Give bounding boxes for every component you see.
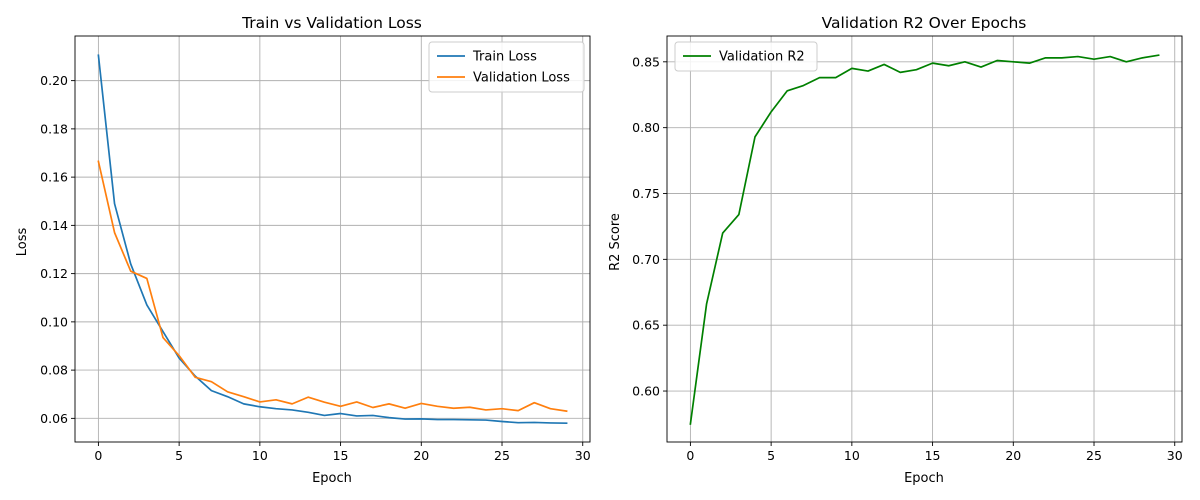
validation-r2-legend-label: Validation R2 <box>719 50 805 65</box>
loss-chart-ytick-label: 0.08 <box>40 363 68 378</box>
loss-chart: Train vs Validation Loss Epoch Loss 0 5 10… <box>15 14 591 486</box>
r2-chart-xtick-label: 0 <box>686 448 694 463</box>
loss-chart-xtick-label: 15 <box>333 448 349 463</box>
r2-chart-xlabel: Epoch <box>904 471 944 486</box>
r2-chart-xtick-label: 25 <box>1086 448 1102 463</box>
r2-chart-ytick-label: 0.70 <box>632 252 660 267</box>
loss-chart-ytick-label: 0.18 <box>40 121 68 136</box>
r2-chart-plot-area <box>666 35 1183 443</box>
loss-chart-legend: Train Loss Validation Loss <box>428 41 585 93</box>
r2-chart-ytick-label: 0.85 <box>632 54 660 69</box>
validation-loss-line <box>97 160 568 413</box>
loss-chart-ylabel: Loss <box>15 228 30 257</box>
loss-chart-title: Train vs Validation Loss <box>241 14 422 32</box>
loss-chart-ytick-label: 0.20 <box>40 73 68 88</box>
loss-chart-ytick-label: 0.06 <box>40 411 68 426</box>
loss-chart-xtick-label: 20 <box>413 448 429 463</box>
r2-chart-ytick-label: 0.65 <box>632 318 660 333</box>
loss-chart-xtick-label: 0 <box>94 448 102 463</box>
loss-chart-legend-frame <box>428 41 585 93</box>
loss-chart-plot-area <box>74 35 591 443</box>
loss-chart-ytick-label: 0.10 <box>40 314 68 329</box>
loss-chart-ytick-label: 0.14 <box>40 218 68 233</box>
r2-chart-title: Validation R2 Over Epochs <box>822 14 1027 32</box>
r2-chart-ytick-label: 0.60 <box>632 384 660 399</box>
r2-chart-ytick-label: 0.80 <box>632 120 660 135</box>
train-loss-legend-label: Train Loss <box>472 50 537 65</box>
r2-chart-legend: Validation R2 <box>674 41 818 72</box>
r2-chart-xtick-label: 15 <box>925 448 941 463</box>
loss-chart-ytick-label: 0.16 <box>40 170 68 185</box>
r2-chart-xtick-label: 10 <box>844 448 860 463</box>
validation-r2-line <box>689 54 1160 425</box>
validation-loss-legend-label: Validation Loss <box>473 71 570 86</box>
loss-chart-xtick-label: 5 <box>175 448 183 463</box>
loss-chart-ytick-label: 0.12 <box>40 266 68 281</box>
loss-chart-xtick-label: 10 <box>252 448 268 463</box>
r2-chart-xtick-label: 5 <box>767 448 775 463</box>
r2-chart-ylabel: R2 Score <box>608 213 623 271</box>
loss-chart-xtick-label: 30 <box>575 448 591 463</box>
r2-chart-xtick-label: 20 <box>1005 448 1021 463</box>
r2-chart: Validation R2 Over Epochs Epoch R2 Score… <box>608 14 1183 486</box>
r2-chart-xtick-label: 30 <box>1167 448 1183 463</box>
r2-chart-legend-frame <box>674 41 818 72</box>
loss-chart-xlabel: Epoch <box>312 471 352 486</box>
loss-chart-xtick-label: 25 <box>494 448 510 463</box>
r2-chart-ytick-label: 0.75 <box>632 186 660 201</box>
